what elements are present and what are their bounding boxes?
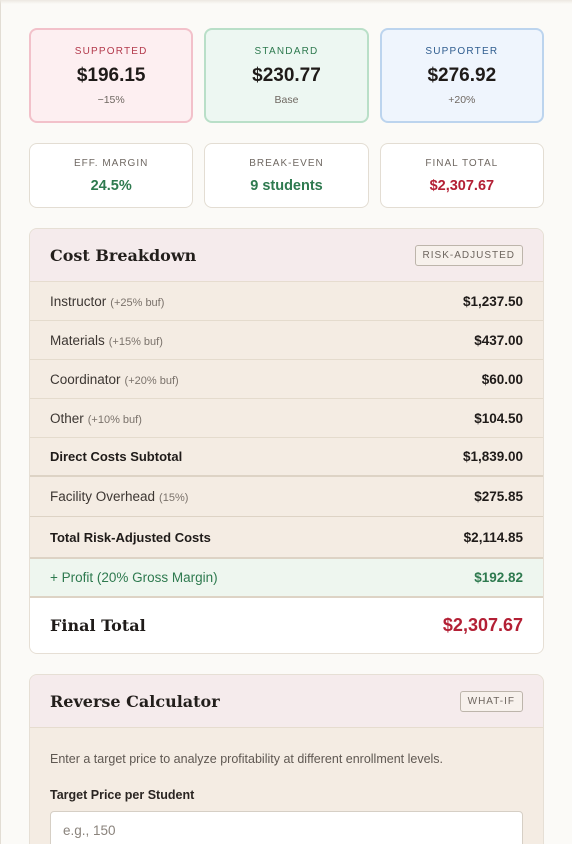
tier-note: +20% — [448, 93, 476, 106]
row-label: Coordinator — [50, 371, 121, 387]
risk-adjusted-badge: RISK-ADJUSTED — [414, 244, 523, 266]
row-buffer: (+15% buf) — [108, 335, 163, 348]
row-label: Other — [50, 410, 84, 426]
row-value: $1,839.00 — [462, 449, 523, 464]
total-risk-adjusted-row: Total Risk-Adjusted Costs $2,114.85 — [30, 516, 543, 559]
metric-label: BREAK-EVEN — [249, 157, 324, 169]
tier-card-supporter: SUPPORTER $276.92 +20% — [379, 28, 544, 123]
card-title: Reverse Calculator — [50, 691, 220, 711]
row-buffer: (+20% buf) — [124, 374, 179, 387]
row-label: Instructor — [50, 293, 107, 309]
metric-final-total: FINAL TOTAL $2,307.67 — [379, 143, 544, 208]
reverse-calculator-card: Reverse Calculator WHAT-IF Enter a targe… — [29, 674, 544, 844]
row-label-group: Facility Overhead (15%) — [50, 489, 188, 504]
what-if-badge: WHAT-IF — [459, 690, 523, 712]
tier-label: SUPPORTER — [425, 45, 499, 57]
row-value: $437.00 — [474, 332, 523, 348]
row-value: $192.82 — [474, 570, 523, 585]
top-shadow — [0, 0, 572, 4]
tier-price: $276.92 — [427, 64, 497, 86]
row-value: $104.50 — [474, 410, 523, 426]
final-total-row: Final Total $2,307.67 — [30, 598, 543, 653]
cost-row-materials: Materials (+15% buf) $437.00 — [30, 321, 543, 360]
row-label-group: Instructor (+25% buf) — [50, 294, 164, 309]
tier-card-supported: SUPPORTED $196.15 −15% — [29, 28, 194, 123]
final-total-label: Final Total — [50, 616, 146, 635]
tier-price: $196.15 — [76, 64, 146, 86]
cost-row-other: Other (+10% buf) $104.50 — [30, 399, 543, 438]
row-value: $60.00 — [481, 371, 523, 387]
profit-row: + Profit (20% Gross Margin) $192.82 — [30, 559, 543, 598]
final-total-value: $2,307.67 — [442, 615, 523, 635]
tier-card-standard: STANDARD $230.77 Base — [204, 28, 369, 123]
metric-effective-margin: EFF. MARGIN 24.5% — [29, 143, 194, 208]
reverse-calculator-body: Enter a target price to analyze profitab… — [30, 728, 543, 844]
row-label-group: Coordinator (+20% buf) — [50, 372, 179, 387]
row-value: $275.85 — [474, 489, 523, 504]
tier-price: $230.77 — [252, 64, 321, 86]
summary-metrics: EFF. MARGIN 24.5% BREAK-EVEN 9 students … — [29, 143, 544, 208]
row-label: Facility Overhead — [50, 489, 156, 504]
row-label: Direct Costs Subtotal — [50, 449, 183, 464]
card-title: Cost Breakdown — [50, 245, 197, 265]
metric-label: FINAL TOTAL — [425, 157, 499, 169]
cost-row-coordinator: Coordinator (+20% buf) $60.00 — [30, 360, 543, 399]
row-buffer: (+25% buf) — [110, 296, 165, 309]
pricing-tiers: SUPPORTED $196.15 −15% STANDARD $230.77 … — [29, 28, 544, 123]
row-label: + Profit (20% Gross Margin) — [50, 570, 218, 585]
metric-value: $2,307.67 — [429, 177, 495, 194]
target-price-label: Target Price per Student — [50, 788, 195, 802]
row-value: $1,237.50 — [462, 293, 523, 309]
metric-value: 24.5% — [90, 177, 132, 194]
facility-overhead-row: Facility Overhead (15%) $275.85 — [30, 477, 543, 516]
tier-note: Base — [274, 93, 299, 106]
row-buffer: (+10% buf) — [87, 413, 142, 426]
direct-costs-subtotal-row: Direct Costs Subtotal $1,839.00 — [30, 438, 543, 477]
page-left-border — [0, 0, 1, 844]
card-header: Cost Breakdown RISK-ADJUSTED — [30, 229, 543, 282]
metric-break-even: BREAK-EVEN 9 students — [204, 143, 369, 208]
row-label: Materials — [50, 332, 105, 348]
row-buffer: (15%) — [159, 492, 189, 504]
target-price-input[interactable] — [50, 811, 523, 844]
cost-row-instructor: Instructor (+25% buf) $1,237.50 — [30, 282, 543, 321]
row-label-group: Other (+10% buf) — [50, 411, 142, 426]
tier-label: SUPPORTED — [74, 45, 148, 57]
card-header: Reverse Calculator WHAT-IF — [30, 675, 543, 728]
row-label-group: Materials (+15% buf) — [50, 333, 163, 348]
cost-breakdown-card: Cost Breakdown RISK-ADJUSTED Instructor(… — [29, 228, 544, 654]
tier-note: −15% — [97, 93, 125, 106]
tier-label: STANDARD — [254, 45, 319, 57]
reverse-description: Enter a target price to analyze profitab… — [50, 752, 444, 766]
metric-label: EFF. MARGIN — [73, 157, 149, 169]
row-value: $2,114.85 — [463, 529, 523, 545]
metric-value: 9 students — [250, 177, 323, 194]
row-label: Total Risk-Adjusted Costs — [50, 529, 211, 545]
